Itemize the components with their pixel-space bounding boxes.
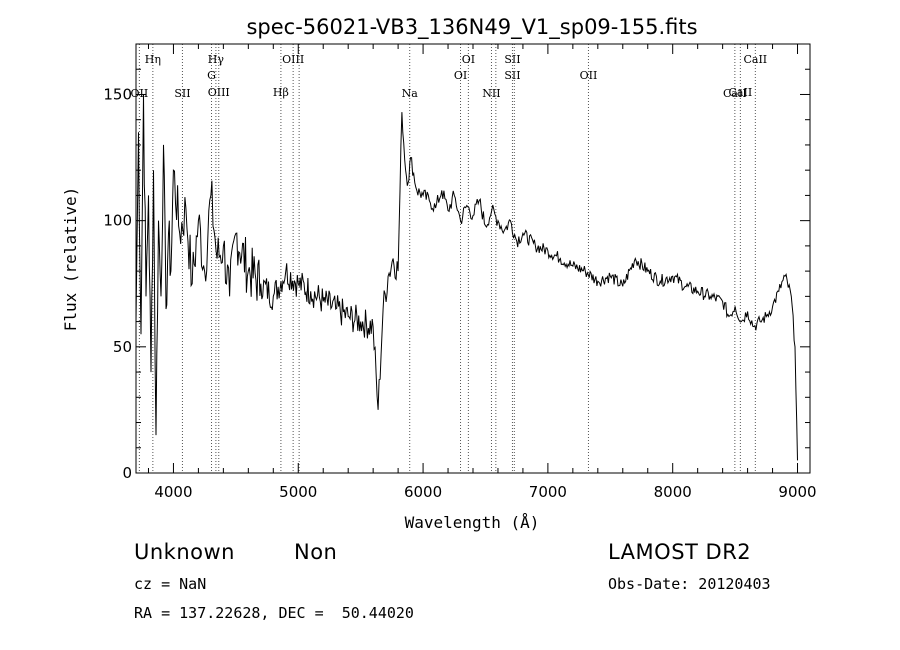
spectrum-line [135, 94, 798, 461]
y-tick-label: 150 [103, 85, 132, 103]
line-label: SII [174, 87, 190, 100]
line-label: CaII [743, 53, 767, 66]
y-tick-label: 50 [113, 338, 132, 356]
line-label: CaII [723, 87, 747, 100]
spectral-class-label: Unknown [134, 540, 235, 564]
y-axis-label: Flux (relative) [61, 187, 80, 332]
survey-label: LAMOST DR2 [608, 540, 752, 564]
x-tick-label: 4000 [154, 483, 192, 501]
axes: 4000 5000 6000 7000 8000 9000 0 50 100 150 [103, 43, 817, 501]
line-label: Na [402, 87, 419, 100]
line-label: CaII [729, 86, 753, 99]
y-tick-label: 0 [122, 464, 132, 482]
line-label: Hγ [208, 53, 225, 66]
line-label: OIII [282, 53, 304, 66]
y-tick-label: 100 [103, 212, 132, 230]
line-label: Hη [145, 53, 161, 66]
spectral-subclass-label: Non [294, 540, 338, 564]
redshift-label: cz = NaN [134, 575, 207, 593]
line-label: G [207, 69, 216, 82]
x-axis-label: Wavelength (Å) [405, 513, 540, 532]
line-label: OII [131, 87, 149, 100]
line-label: OI [454, 69, 467, 82]
line-label: OII [580, 69, 598, 82]
chart-title: spec-56021-VB3_136N49_V1_sp09-155.fits [246, 15, 697, 40]
x-tick-label: 5000 [279, 483, 317, 501]
obs-date-label: Obs-Date: 20120403 [608, 575, 771, 593]
x-tick-label: 7000 [529, 483, 567, 501]
line-label: Hβ [273, 86, 289, 99]
line-label: OI [462, 53, 475, 66]
x-tick-label: 6000 [404, 483, 442, 501]
x-tick-label: 9000 [778, 483, 816, 501]
line-label: OIII [208, 86, 230, 99]
x-tick-label: 8000 [654, 483, 692, 501]
emission-line-markers: OII Hη SII G Hγ OIII Hβ OIII Na OI OI NII SII SII OII C… [131, 44, 767, 473]
line-label: SII [504, 53, 520, 66]
coordinates-label: RA = 137.22628, DEC = 50.44020 [134, 604, 414, 622]
line-label: SII [504, 69, 520, 82]
line-label: NII [482, 87, 500, 100]
